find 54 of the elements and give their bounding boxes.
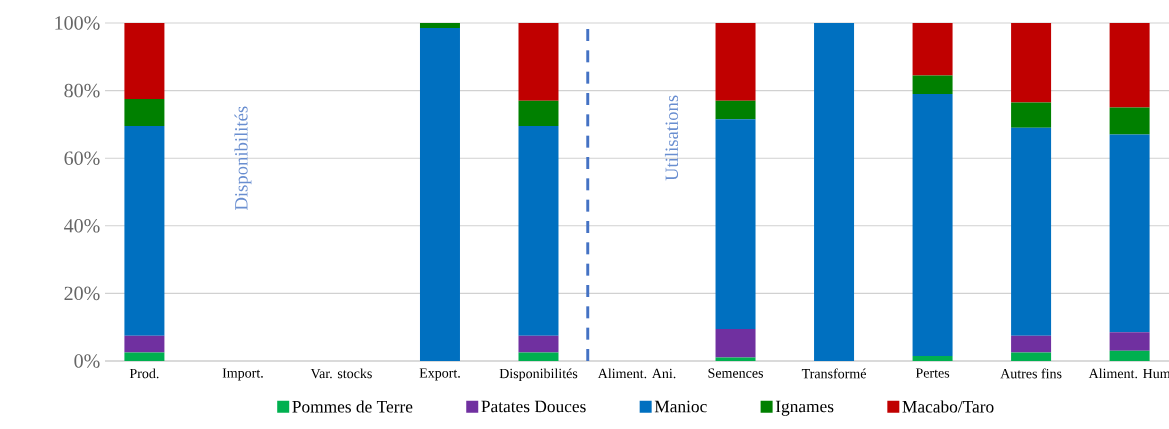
bar: [1109, 23, 1150, 108]
bar: [124, 99, 165, 127]
x-tick-label: Transformé: [801, 368, 866, 379]
bar: [518, 100, 559, 127]
bar: [715, 119, 756, 329]
legend-label: Macabo/Taro: [902, 400, 994, 413]
x-tick-label: Aliment. Ani.: [597, 368, 676, 379]
x-tick-label: Semences: [708, 368, 764, 378]
x-tick-label: Pertes: [915, 368, 950, 378]
bar: [715, 23, 756, 101]
legend-label: Ignames: [775, 400, 834, 416]
bar: [518, 126, 559, 336]
bar: [715, 100, 756, 120]
bar: [419, 23, 460, 29]
bar: [715, 328, 756, 358]
x-tick-label: Disponibilités: [499, 368, 578, 382]
x-tick-label: Export.: [419, 368, 460, 381]
bar: [1109, 350, 1150, 361]
bar: [124, 335, 165, 353]
bar: [1109, 107, 1150, 135]
bar: [912, 93, 953, 356]
legend-label: Pommes de Terre: [292, 400, 413, 413]
x-tick-label: Import.: [222, 368, 263, 381]
bar: [1011, 352, 1052, 361]
bar: [1109, 332, 1150, 351]
bar: [518, 23, 559, 101]
x-tick-label: Var. stocks: [310, 368, 372, 379]
y-tick-label: 0%: [74, 354, 100, 368]
y-tick-label: 40%: [64, 219, 100, 233]
y-tick-label: 20%: [64, 286, 100, 301]
bar: [912, 23, 953, 76]
bar: [1011, 23, 1052, 103]
bar: [814, 23, 855, 361]
legend-label: Patates Douces: [481, 400, 586, 413]
bar: [912, 75, 953, 94]
bar: [1011, 127, 1052, 336]
bar: [1011, 335, 1052, 353]
bar: [124, 352, 165, 361]
x-tick-label: Prod.: [129, 368, 159, 379]
annotation: Utilisations: [664, 95, 679, 181]
bar: [518, 335, 559, 353]
bar: [419, 28, 460, 361]
bar: [912, 355, 953, 361]
y-tick-label: 80%: [64, 83, 100, 98]
bar: [124, 23, 165, 100]
bar: [518, 352, 559, 361]
bar: [1109, 134, 1150, 333]
bar: [1011, 102, 1052, 128]
legend-label: Manioc: [654, 400, 707, 413]
bar: [124, 126, 165, 336]
annotation: Disponibilités: [234, 106, 252, 211]
y-tick-label: 60%: [64, 151, 100, 165]
y-tick-label: 100%: [55, 16, 100, 30]
x-tick-label: Autres fins: [1000, 368, 1062, 379]
